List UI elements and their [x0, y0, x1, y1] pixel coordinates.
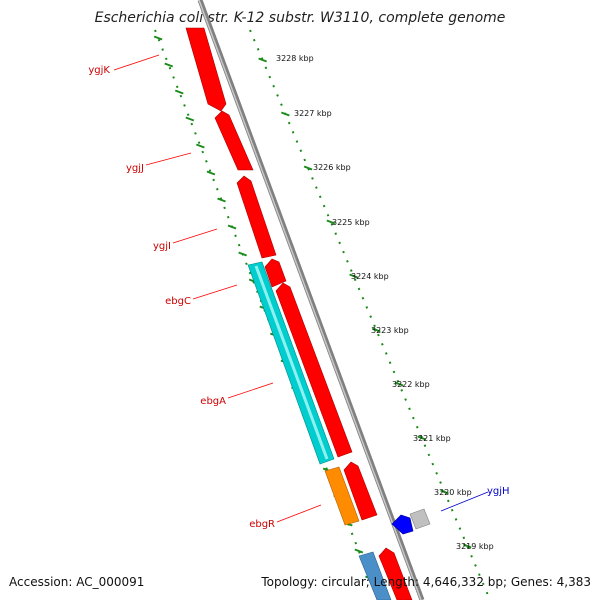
kbp-label-3222: 3222 kbp [392, 380, 430, 389]
map-title: Escherichia coli str. K-12 substr. W3110… [94, 10, 506, 26]
gene-features [185, 27, 431, 600]
gene-labels: ygjK ygjJ ygjI ebgC ebgA ebgR ygjH [88, 65, 509, 530]
outer-tick-mark [153, 35, 163, 41]
gene-bottom-steel[interactable] [358, 551, 392, 600]
inner-tick-mark [462, 543, 472, 549]
inner-tick-mark [371, 327, 381, 333]
gene-ebg-long-highlight [254, 265, 329, 460]
inner-tick-mark [349, 273, 358, 279]
kbp-label-3223: 3223 kbp [371, 326, 409, 335]
outer-tick-mark [354, 548, 364, 554]
label-leaders [113, 54, 489, 523]
gene-ygjI[interactable] [236, 175, 277, 259]
outer-tick-mark [206, 170, 216, 176]
inner-ticks [258, 57, 472, 549]
outer-tick-mark [164, 62, 174, 68]
gene-ygjJ[interactable] [214, 110, 254, 171]
outer-tick-mark [227, 224, 237, 230]
genome-backbone-highlight [198, 0, 422, 600]
inner-tick-mark [417, 435, 427, 441]
inner-tick-mark [303, 165, 313, 171]
kbp-label-3226: 3226 kbp [313, 163, 351, 172]
kbp-label-3227: 3227 kbp [294, 109, 332, 118]
outer-tick-mark [217, 197, 226, 203]
outer-tick-mark [238, 251, 247, 257]
outer-tick-mark [185, 116, 195, 122]
gene-ebgC[interactable] [264, 258, 287, 288]
kbp-label-3219: 3219 kbp [456, 542, 494, 551]
genome-summary-text: Topology: circular; Length: 4,646,332 bp… [261, 575, 591, 589]
kbp-label-3225: 3225 kbp [332, 218, 370, 227]
inner-tick-mark [258, 57, 267, 63]
gene-label-ygjK[interactable]: ygjK [88, 65, 110, 76]
kbp-label-3228: 3228 kbp [276, 54, 314, 63]
kbp-labels: 3228 kbp 3227 kbp 3226 kbp 3225 kbp 3224… [276, 54, 494, 551]
gene-bottom-red[interactable] [378, 547, 413, 600]
inner-tick-mark [394, 381, 404, 387]
gene-ebgR-forward[interactable] [343, 461, 378, 521]
gene-label-ebgC[interactable]: ebgC [165, 296, 191, 307]
gene-ebgR[interactable] [324, 466, 360, 526]
inner-tick-mark [281, 111, 290, 117]
gene-ebgA-forward[interactable] [275, 282, 353, 458]
inner-tick-mark [440, 489, 449, 495]
genome-backbone [197, 0, 425, 600]
accession-text: Accession: AC_000091 [9, 575, 145, 589]
gene-label-ygjJ[interactable]: ygjJ [126, 163, 144, 174]
gene-label-ebgR[interactable]: ebgR [249, 519, 275, 530]
outer-tick-mark [196, 143, 205, 149]
gene-grey[interactable] [409, 508, 431, 530]
kbp-label-3220: 3220 kbp [434, 488, 472, 497]
gene-ygjK[interactable] [185, 27, 227, 112]
gene-ygjH[interactable] [391, 514, 414, 535]
inner-tick-mark [326, 219, 336, 225]
gene-label-ebgA[interactable]: ebgA [200, 396, 226, 407]
kbp-label-3221: 3221 kbp [413, 434, 451, 443]
gene-label-ygjH[interactable]: ygjH [487, 486, 510, 497]
outer-tick-mark [174, 89, 184, 95]
gene-label-ygjI[interactable]: ygjI [153, 241, 171, 252]
kbp-label-3224: 3224 kbp [351, 272, 389, 281]
